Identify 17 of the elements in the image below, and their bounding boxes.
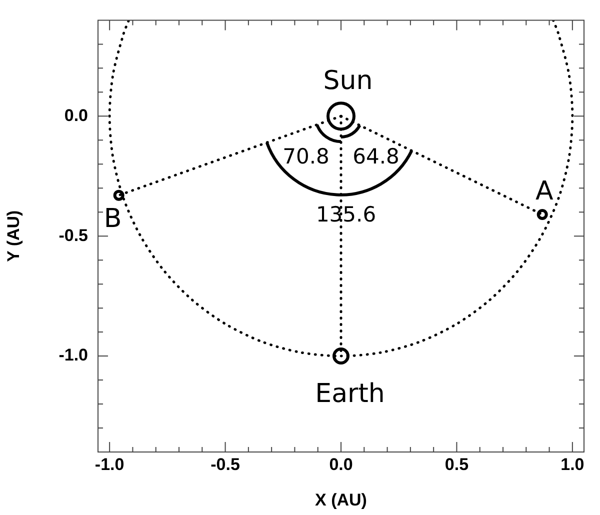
y-tick-label: 0.0 xyxy=(64,106,88,125)
x-tick-label: 1.0 xyxy=(560,454,584,474)
x-tick-label: -1.0 xyxy=(94,454,124,474)
annotation: 64.8 xyxy=(352,144,400,169)
annotation: B xyxy=(104,204,122,234)
annotation: Sun xyxy=(323,66,373,96)
annotation: 70.8 xyxy=(282,144,330,169)
annotation: Earth xyxy=(315,378,385,409)
y-axis-title: Y (AU) xyxy=(4,210,23,262)
annotation: A xyxy=(535,176,554,206)
x-axis-title: X (AU) xyxy=(315,490,367,510)
y-tick-label: -0.5 xyxy=(58,226,88,245)
x-tick-label: 0.0 xyxy=(329,454,353,474)
y-tick-label: -1.0 xyxy=(58,346,88,365)
annotation: 135.6 xyxy=(316,202,376,227)
x-tick-label: 0.5 xyxy=(444,454,469,474)
x-tick-label: -0.5 xyxy=(210,454,240,474)
